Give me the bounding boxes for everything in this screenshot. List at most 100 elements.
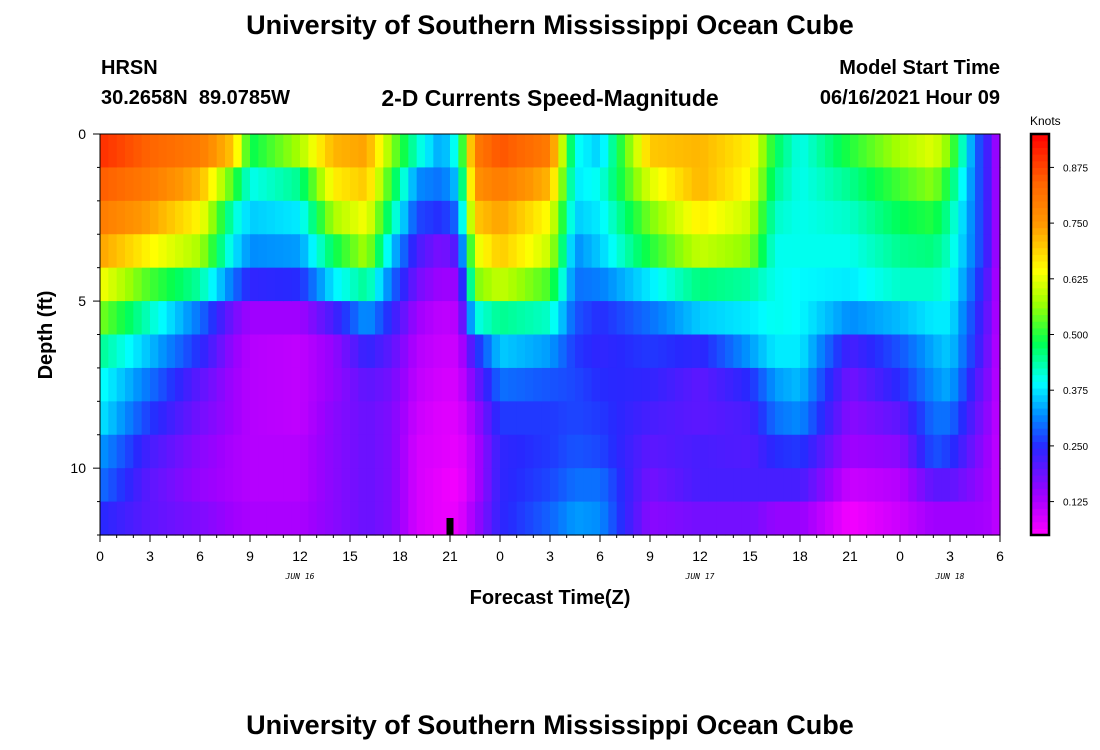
heatmap-cell: [716, 234, 726, 269]
heatmap-cell: [150, 301, 159, 336]
heatmap-cell: [408, 167, 418, 202]
heatmap-cell: [200, 501, 209, 536]
heatmap-cell: [300, 501, 309, 536]
heatmap-cell: [883, 301, 893, 336]
heatmap-cell: [800, 301, 809, 336]
heatmap-cell: [691, 401, 701, 436]
colorbar-tick-label: 0.250: [1063, 442, 1088, 453]
heatmap-cell: [691, 234, 701, 269]
heatmap-cell: [491, 301, 501, 336]
heatmap-cell: [166, 200, 176, 235]
heatmap-cell: [316, 134, 326, 169]
heatmap-cell: [658, 501, 668, 536]
heatmap-cell: [950, 200, 959, 235]
heatmap-cell: [633, 434, 643, 469]
heatmap-cell: [700, 267, 709, 302]
page-title-top: University of Southern Mississippi Ocean…: [246, 10, 854, 40]
heatmap-cell: [275, 301, 284, 336]
heatmap-cell: [308, 401, 318, 436]
heatmap-cell: [491, 501, 501, 536]
heatmap-cell: [175, 200, 184, 235]
heatmap-cell: [950, 367, 959, 402]
heatmap-cell: [425, 401, 434, 436]
heatmap-cell: [991, 134, 1001, 169]
heatmap-cell: [500, 468, 509, 503]
heatmap-cell: [108, 134, 118, 169]
heatmap-cell: [266, 167, 276, 202]
heatmap-cell: [475, 134, 484, 169]
heatmap-cell: [325, 234, 334, 269]
heatmap-cell: [641, 167, 651, 202]
heatmap-cell: [658, 200, 668, 235]
heatmap-cell: [583, 434, 593, 469]
heatmap-cell: [775, 434, 784, 469]
heatmap-cell: [666, 401, 676, 436]
heatmap-cell: [675, 234, 684, 269]
heatmap-cell: [775, 401, 784, 436]
heatmap-cell: [366, 134, 376, 169]
heatmap-cell: [766, 401, 776, 436]
heatmap-cell: [533, 501, 543, 536]
heatmap-cell: [850, 334, 859, 369]
heatmap-cell: [850, 401, 859, 436]
heatmap-cell: [266, 367, 276, 402]
heatmap-cell: [225, 301, 234, 336]
heatmap-cell: [641, 267, 651, 302]
heatmap-cell: [433, 401, 443, 436]
heatmap-cell: [291, 367, 301, 402]
colorbar-segment: [1031, 194, 1049, 202]
heatmap-cell: [450, 334, 459, 369]
heatmap-cell: [375, 234, 384, 269]
heatmap-cell: [133, 367, 143, 402]
heatmap-cell: [675, 301, 684, 336]
heatmap-cell: [583, 334, 593, 369]
heatmap-cell: [850, 301, 859, 336]
heatmap-cell: [733, 134, 743, 169]
heatmap-cell: [208, 200, 218, 235]
heatmap-cell: [141, 167, 151, 202]
heatmap-cell: [750, 468, 759, 503]
heatmap-cell: [825, 267, 834, 302]
heatmap-cell: [283, 468, 293, 503]
heatmap-cell: [158, 501, 168, 536]
heatmap-cell: [625, 367, 634, 402]
colorbar-segment: [1031, 434, 1049, 443]
y-tick-label: 10: [70, 460, 86, 476]
heatmap-cell: [666, 301, 676, 336]
heatmap-cell: [658, 134, 668, 169]
heatmap-cell: [250, 434, 259, 469]
heatmap-cell: [250, 167, 259, 202]
heatmap-cell: [783, 367, 793, 402]
heatmap-cell: [491, 134, 501, 169]
heatmap-cell: [758, 200, 768, 235]
heatmap-cell: [441, 434, 451, 469]
heatmap-cell: [550, 501, 559, 536]
heatmap-cell: [950, 267, 959, 302]
heatmap-cell: [583, 301, 593, 336]
heatmap-cell: [133, 434, 143, 469]
heatmap-cell: [491, 200, 501, 235]
heatmap-cell: [750, 401, 759, 436]
heatmap-cell: [916, 200, 926, 235]
heatmap-cell: [691, 434, 701, 469]
heatmap-cell: [175, 367, 184, 402]
heatmap-cell: [108, 468, 118, 503]
heatmap-cell: [383, 501, 393, 536]
heatmap-cell: [541, 401, 551, 436]
heatmap-cell: [825, 134, 834, 169]
heatmap-cell: [700, 200, 709, 235]
heatmap-cell: [200, 468, 209, 503]
heatmap-cell: [375, 401, 384, 436]
colorbar-segment: [1031, 254, 1049, 262]
heatmap-cell: [958, 334, 968, 369]
heatmap-cell: [858, 167, 868, 202]
heatmap-cell: [850, 468, 859, 503]
heatmap-cell: [366, 501, 376, 536]
heatmap-cell: [191, 401, 201, 436]
heatmap-cell: [141, 468, 151, 503]
heatmap-cell: [350, 200, 359, 235]
heatmap-cell: [858, 267, 868, 302]
heatmap-cell: [216, 167, 226, 202]
heatmap-cell: [566, 434, 576, 469]
heatmap-cell: [991, 301, 1001, 336]
